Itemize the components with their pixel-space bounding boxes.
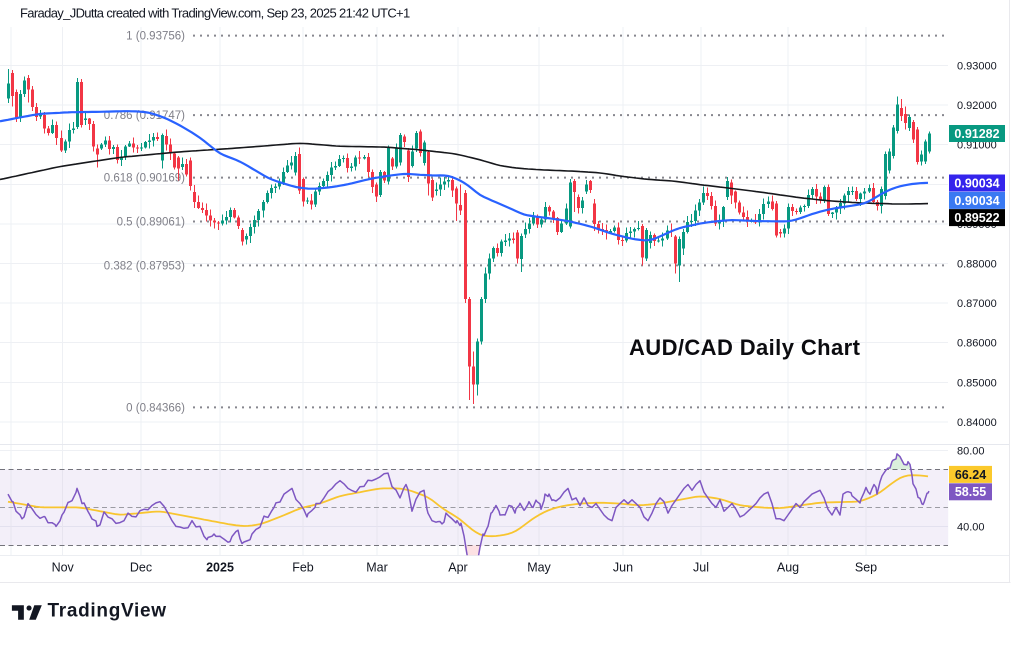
svg-text:0.85000: 0.85000 [957, 377, 997, 389]
svg-text:May: May [527, 561, 551, 575]
svg-text:Nov: Nov [52, 561, 75, 575]
svg-text:AUD/CAD Daily Chart: AUD/CAD Daily Chart [629, 335, 861, 360]
svg-text:Dec: Dec [130, 561, 152, 575]
svg-text:0.382 (0.87953): 0.382 (0.87953) [104, 260, 185, 272]
svg-text:Faraday_JDutta created with Tr: Faraday_JDutta created with TradingView.… [20, 6, 410, 21]
svg-text:0.84000: 0.84000 [957, 417, 997, 429]
svg-text:0.87000: 0.87000 [957, 298, 997, 310]
svg-text:66.24: 66.24 [955, 468, 986, 482]
svg-text:TradingView: TradingView [48, 601, 167, 622]
svg-text:0.89522: 0.89522 [954, 211, 999, 225]
svg-text:0.90034: 0.90034 [954, 176, 999, 190]
svg-text:0.86000: 0.86000 [957, 338, 997, 350]
svg-text:Aug: Aug [777, 561, 799, 575]
svg-text:80.00: 80.00 [957, 445, 985, 457]
svg-text:0.90034: 0.90034 [954, 194, 999, 208]
svg-text:0.93000: 0.93000 [957, 61, 997, 73]
svg-text:0.91000: 0.91000 [957, 140, 997, 152]
svg-text:0.92000: 0.92000 [957, 100, 997, 112]
svg-text:0.618 (0.90169): 0.618 (0.90169) [104, 173, 185, 185]
svg-text:0 (0.84366): 0 (0.84366) [126, 402, 185, 414]
svg-text:Jul: Jul [693, 561, 709, 575]
svg-text:1 (0.93756): 1 (0.93756) [126, 31, 185, 43]
svg-text:58.55: 58.55 [955, 485, 986, 499]
svg-text:0.88000: 0.88000 [957, 259, 997, 271]
svg-text:0.5 (0.89061): 0.5 (0.89061) [117, 217, 186, 229]
svg-text:0.91282: 0.91282 [954, 127, 999, 141]
svg-text:Mar: Mar [366, 561, 388, 575]
svg-text:Sep: Sep [855, 561, 877, 575]
svg-text:Apr: Apr [448, 561, 467, 575]
svg-text:40.00: 40.00 [957, 521, 985, 533]
svg-text:Jun: Jun [613, 561, 633, 575]
svg-text:Feb: Feb [292, 561, 314, 575]
svg-text:2025: 2025 [206, 561, 234, 575]
